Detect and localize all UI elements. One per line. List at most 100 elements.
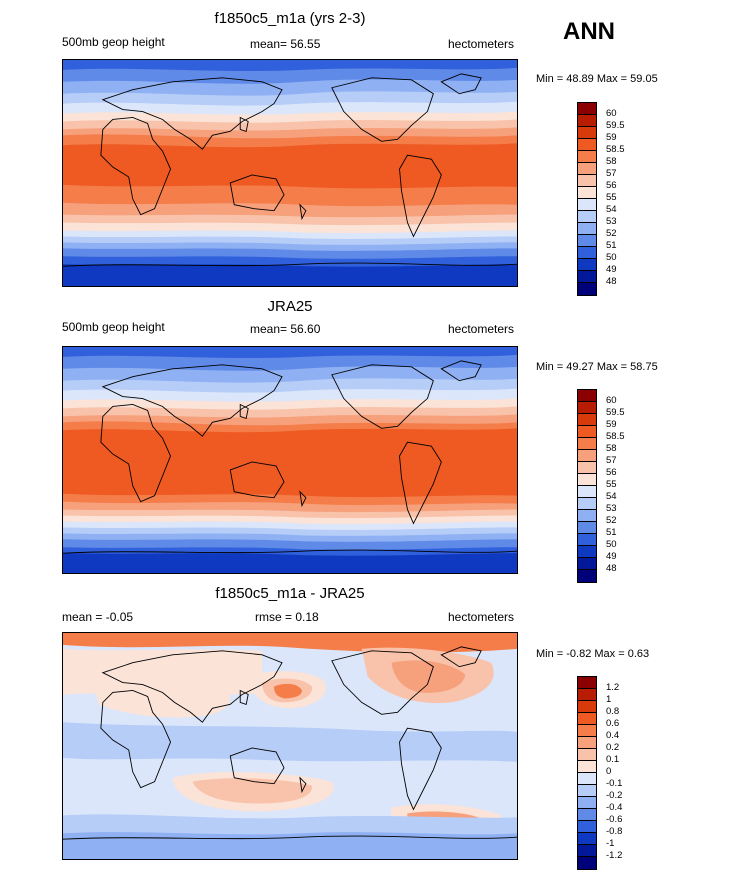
panel3-colorbar-swatch — [578, 833, 596, 845]
panel1-field-label: 500mb geop height — [62, 35, 165, 49]
panel3-colorbar-label: 0.4 — [606, 730, 620, 741]
panel2-colorbar-label: 50 — [606, 539, 617, 550]
panel3-colorbar-label: -0.4 — [606, 802, 623, 813]
panel1-colorbar-label: 56 — [606, 180, 617, 191]
panel1-colorbar-swatch — [578, 199, 596, 211]
panel3-colorbar-swatch — [578, 821, 596, 833]
panel3-colorbar-label: 0.1 — [606, 754, 620, 765]
panel2-colorbar-swatch — [578, 558, 596, 570]
panel1-colorbar-label: 59 — [606, 132, 617, 143]
panel2-colorbar — [577, 389, 597, 583]
panel3-map — [62, 632, 518, 860]
panel2-colorbar-label: 51 — [606, 527, 617, 538]
panel1-contour-plot — [63, 60, 517, 286]
panel3-colorbar — [577, 676, 597, 870]
panel2-colorbar-swatch — [578, 414, 596, 426]
panel3-colorbar-swatch — [578, 785, 596, 797]
panel3-minmax: Min = -0.82 Max = 0.63 — [536, 648, 650, 660]
panel3-colorbar-label: -0.1 — [606, 778, 623, 789]
panel1-colorbar-swatch — [578, 163, 596, 175]
panel3-units: hectometers — [448, 610, 515, 624]
panel2-colorbar-swatch — [578, 402, 596, 414]
panel1-colorbar-label: 55 — [606, 192, 617, 203]
panel2-colorbar-swatch — [578, 426, 596, 438]
panel2-colorbar-swatch — [578, 546, 596, 558]
panel2-colorbar-swatch — [578, 438, 596, 450]
panel2-colorbar-label: 56 — [606, 467, 617, 478]
panel1-colorbar-swatch — [578, 151, 596, 163]
panel1-colorbar-swatch — [578, 115, 596, 127]
panel3-colorbar-swatch — [578, 845, 596, 857]
panel2-colorbar-swatch — [578, 486, 596, 498]
panel1-colorbar — [577, 102, 597, 296]
panel2-colorbar-swatch — [578, 450, 596, 462]
panel3-colorbar-label: 0.8 — [606, 706, 620, 717]
panel2-colorbar-swatch — [578, 570, 596, 582]
panel2-mean: mean= 56.60 — [250, 322, 321, 336]
panel3-colorbar-label: -0.8 — [606, 826, 623, 837]
panel3-colorbar-label: -1.2 — [606, 850, 623, 861]
panel3-colorbar-swatch — [578, 749, 596, 761]
panel1-colorbar-swatch — [578, 187, 596, 199]
panel1-colorbar-swatch — [578, 223, 596, 235]
panel2-colorbar-swatch — [578, 510, 596, 522]
panel1-colorbar-label: 60 — [606, 108, 617, 119]
panel1-colorbar-swatch — [578, 139, 596, 151]
panel2-colorbar-swatch — [578, 462, 596, 474]
panel1-colorbar-label: 58 — [606, 156, 617, 167]
panel2-colorbar-label: 53 — [606, 503, 617, 514]
panel1-colorbar-swatch — [578, 259, 596, 271]
panel2-field-label: 500mb geop height — [62, 320, 165, 334]
panel2-colorbar-swatch — [578, 534, 596, 546]
panel1-colorbar-swatch — [578, 283, 596, 295]
panel1-units: hectometers — [448, 37, 515, 51]
panel1-colorbar-label: 59.5 — [606, 120, 625, 131]
panel2-colorbar-swatch — [578, 390, 596, 402]
panel3-colorbar-swatch — [578, 689, 596, 701]
panel2-colorbar-label: 48 — [606, 563, 617, 574]
panel1-colorbar-swatch — [578, 235, 596, 247]
panel1-colorbar-label: 50 — [606, 252, 617, 263]
panel1-colorbar-label: 58.5 — [606, 144, 625, 155]
panel3-colorbar-swatch — [578, 797, 596, 809]
panel1-colorbar-label: 49 — [606, 264, 617, 275]
panel2-colorbar-label: 59 — [606, 419, 617, 430]
panel3-contour-plot — [63, 633, 517, 859]
panel3-colorbar-label: 0.2 — [606, 742, 620, 753]
panel3-colorbar-label: -0.6 — [606, 814, 623, 825]
panel2-units: hectometers — [448, 322, 515, 336]
panel3-colorbar-label: 1 — [606, 694, 612, 705]
panel2-colorbar-label: 58.5 — [606, 431, 625, 442]
panel1-colorbar-label: 54 — [606, 204, 617, 215]
panel1-colorbar-swatch — [578, 247, 596, 259]
panel3-rmse: rmse = 0.18 — [255, 610, 319, 624]
panel2-colorbar-label: 54 — [606, 491, 617, 502]
panel1-colorbar-swatch — [578, 103, 596, 115]
panel3-mean: mean = -0.05 — [62, 610, 134, 624]
panel1-colorbar-label: 53 — [606, 216, 617, 227]
panel3-colorbar-label: 0 — [606, 766, 612, 777]
panel3-colorbar-label: 0.6 — [606, 718, 620, 729]
panel2-colorbar-label: 59.5 — [606, 407, 625, 418]
panel2-contour-plot — [63, 347, 517, 573]
panel3-colorbar-swatch — [578, 737, 596, 749]
panel3-colorbar-label: 1.2 — [606, 682, 620, 693]
panel1-map — [62, 59, 518, 287]
panel3-colorbar-swatch — [578, 713, 596, 725]
panel3-colorbar-swatch — [578, 857, 596, 869]
panel2-colorbar-swatch — [578, 522, 596, 534]
panel2-colorbar-label: 57 — [606, 455, 617, 466]
panel3-colorbar-swatch — [578, 725, 596, 737]
panel2-colorbar-label: 49 — [606, 551, 617, 562]
panel1-colorbar-swatch — [578, 211, 596, 223]
panel1-colorbar-label: 52 — [606, 228, 617, 239]
panel1-colorbar-label: 51 — [606, 240, 617, 251]
panel3-colorbar-label: -0.2 — [606, 790, 623, 801]
panel3-colorbar-swatch — [578, 809, 596, 821]
panel1-colorbar-label: 48 — [606, 276, 617, 287]
panel2-map — [62, 346, 518, 574]
panel2-colorbar-label: 52 — [606, 515, 617, 526]
panel3-colorbar-swatch — [578, 701, 596, 713]
panel1-mean: mean= 56.55 — [250, 37, 321, 51]
panel2-title: JRA25 — [267, 298, 313, 315]
